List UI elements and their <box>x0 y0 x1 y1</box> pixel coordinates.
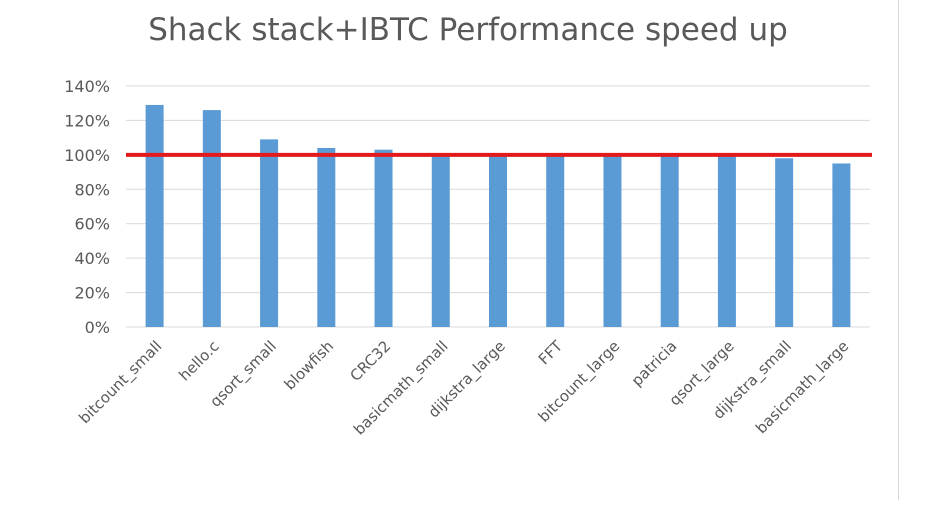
bar <box>603 153 622 327</box>
y-tick-label: 120% <box>64 111 110 130</box>
bar <box>775 158 794 327</box>
y-tick-label: 20% <box>74 284 110 303</box>
y-tick-label: 100% <box>64 146 110 165</box>
bar <box>546 153 565 327</box>
bar <box>317 147 336 327</box>
y-tick-label: 140% <box>64 77 110 96</box>
x-tick-label: patricia <box>628 337 681 390</box>
bar <box>431 153 450 327</box>
bar <box>145 104 164 327</box>
bar <box>202 110 221 327</box>
bar <box>832 163 851 327</box>
x-tick-label: hello.c <box>175 337 222 384</box>
x-tick-label: blowfish <box>281 337 338 394</box>
bar <box>660 153 679 327</box>
bar <box>374 149 393 327</box>
y-tick-label: 40% <box>74 249 110 268</box>
bar <box>260 139 279 327</box>
bar <box>717 153 736 327</box>
x-tick-label: bitcount_small <box>75 337 166 428</box>
chart-title: Shack stack+IBTC Performance speed up <box>148 12 788 48</box>
y-tick-label: 80% <box>74 180 110 199</box>
bar <box>489 153 507 327</box>
y-tick-label: 0% <box>85 318 110 337</box>
x-tick-label: FFT <box>535 337 567 369</box>
y-tick-label: 60% <box>74 215 110 234</box>
frame-divider <box>898 0 899 500</box>
x-tick-label: CRC32 <box>346 337 394 385</box>
